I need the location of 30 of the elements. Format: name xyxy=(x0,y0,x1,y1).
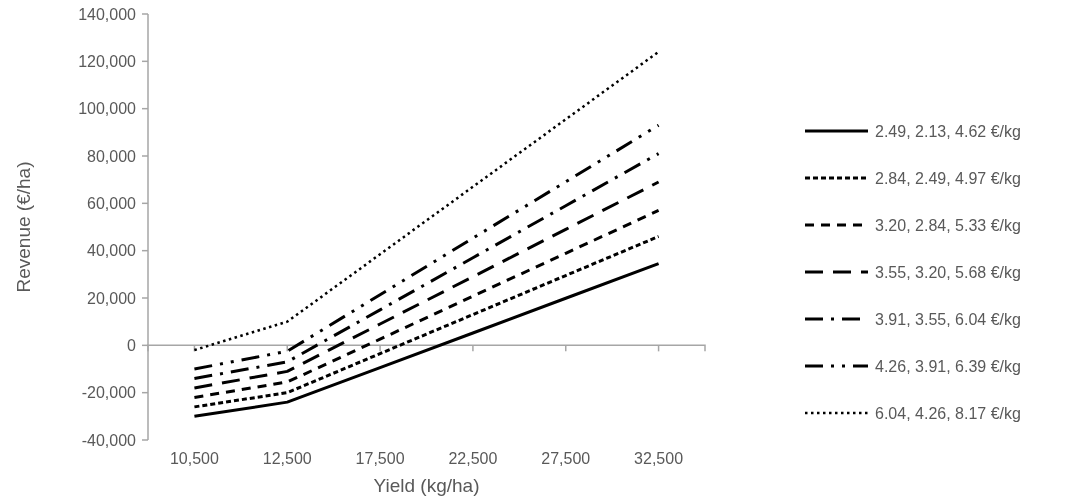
legend-label: 4.26, 3.91, 6.39 €/kg xyxy=(875,357,1021,375)
x-tick-label: 27,500 xyxy=(541,450,591,467)
legend-label: 3.20, 2.84, 5.33 €/kg xyxy=(875,216,1021,234)
y-tick-label: 60,000 xyxy=(87,194,137,212)
y-tick-label: 80,000 xyxy=(87,147,137,165)
y-tick-label: 140,000 xyxy=(78,5,137,23)
legend-label: 2.84, 2.49, 4.97 €/kg xyxy=(875,169,1021,187)
y-axis-title: Revenue (€/ha) xyxy=(13,161,34,293)
x-axis-title: Yield (kg/ha) xyxy=(373,475,480,496)
y-tick-label: -20,000 xyxy=(81,384,137,402)
line-series xyxy=(192,234,661,409)
y-tick-label: 20,000 xyxy=(87,289,137,307)
legend-label: 3.91, 3.55, 6.04 €/kg xyxy=(875,310,1021,328)
x-tick-label: 17,500 xyxy=(355,450,405,467)
y-tick-label: 120,000 xyxy=(78,52,137,70)
line-series xyxy=(192,208,661,399)
line-series xyxy=(193,50,660,352)
y-tick-label: 40,000 xyxy=(87,242,137,260)
y-tick-label: 100,000 xyxy=(78,100,137,118)
x-tick-label: 10,500 xyxy=(169,450,219,467)
line-series xyxy=(192,180,661,390)
y-tick-label: -40,000 xyxy=(81,431,137,449)
y-tick-label: 0 xyxy=(127,336,137,354)
x-tick-label: 22,500 xyxy=(448,450,498,467)
x-tick-label: 32,500 xyxy=(634,450,684,467)
line-series xyxy=(192,262,661,418)
x-tick-label: 12,500 xyxy=(262,450,312,467)
legend-label: 6.04, 4.26, 8.17 €/kg xyxy=(875,404,1021,422)
legend-label: 3.55, 3.20, 5.68 €/kg xyxy=(875,263,1021,281)
legend-label: 2.49, 2.13, 4.62 €/kg xyxy=(875,122,1021,140)
